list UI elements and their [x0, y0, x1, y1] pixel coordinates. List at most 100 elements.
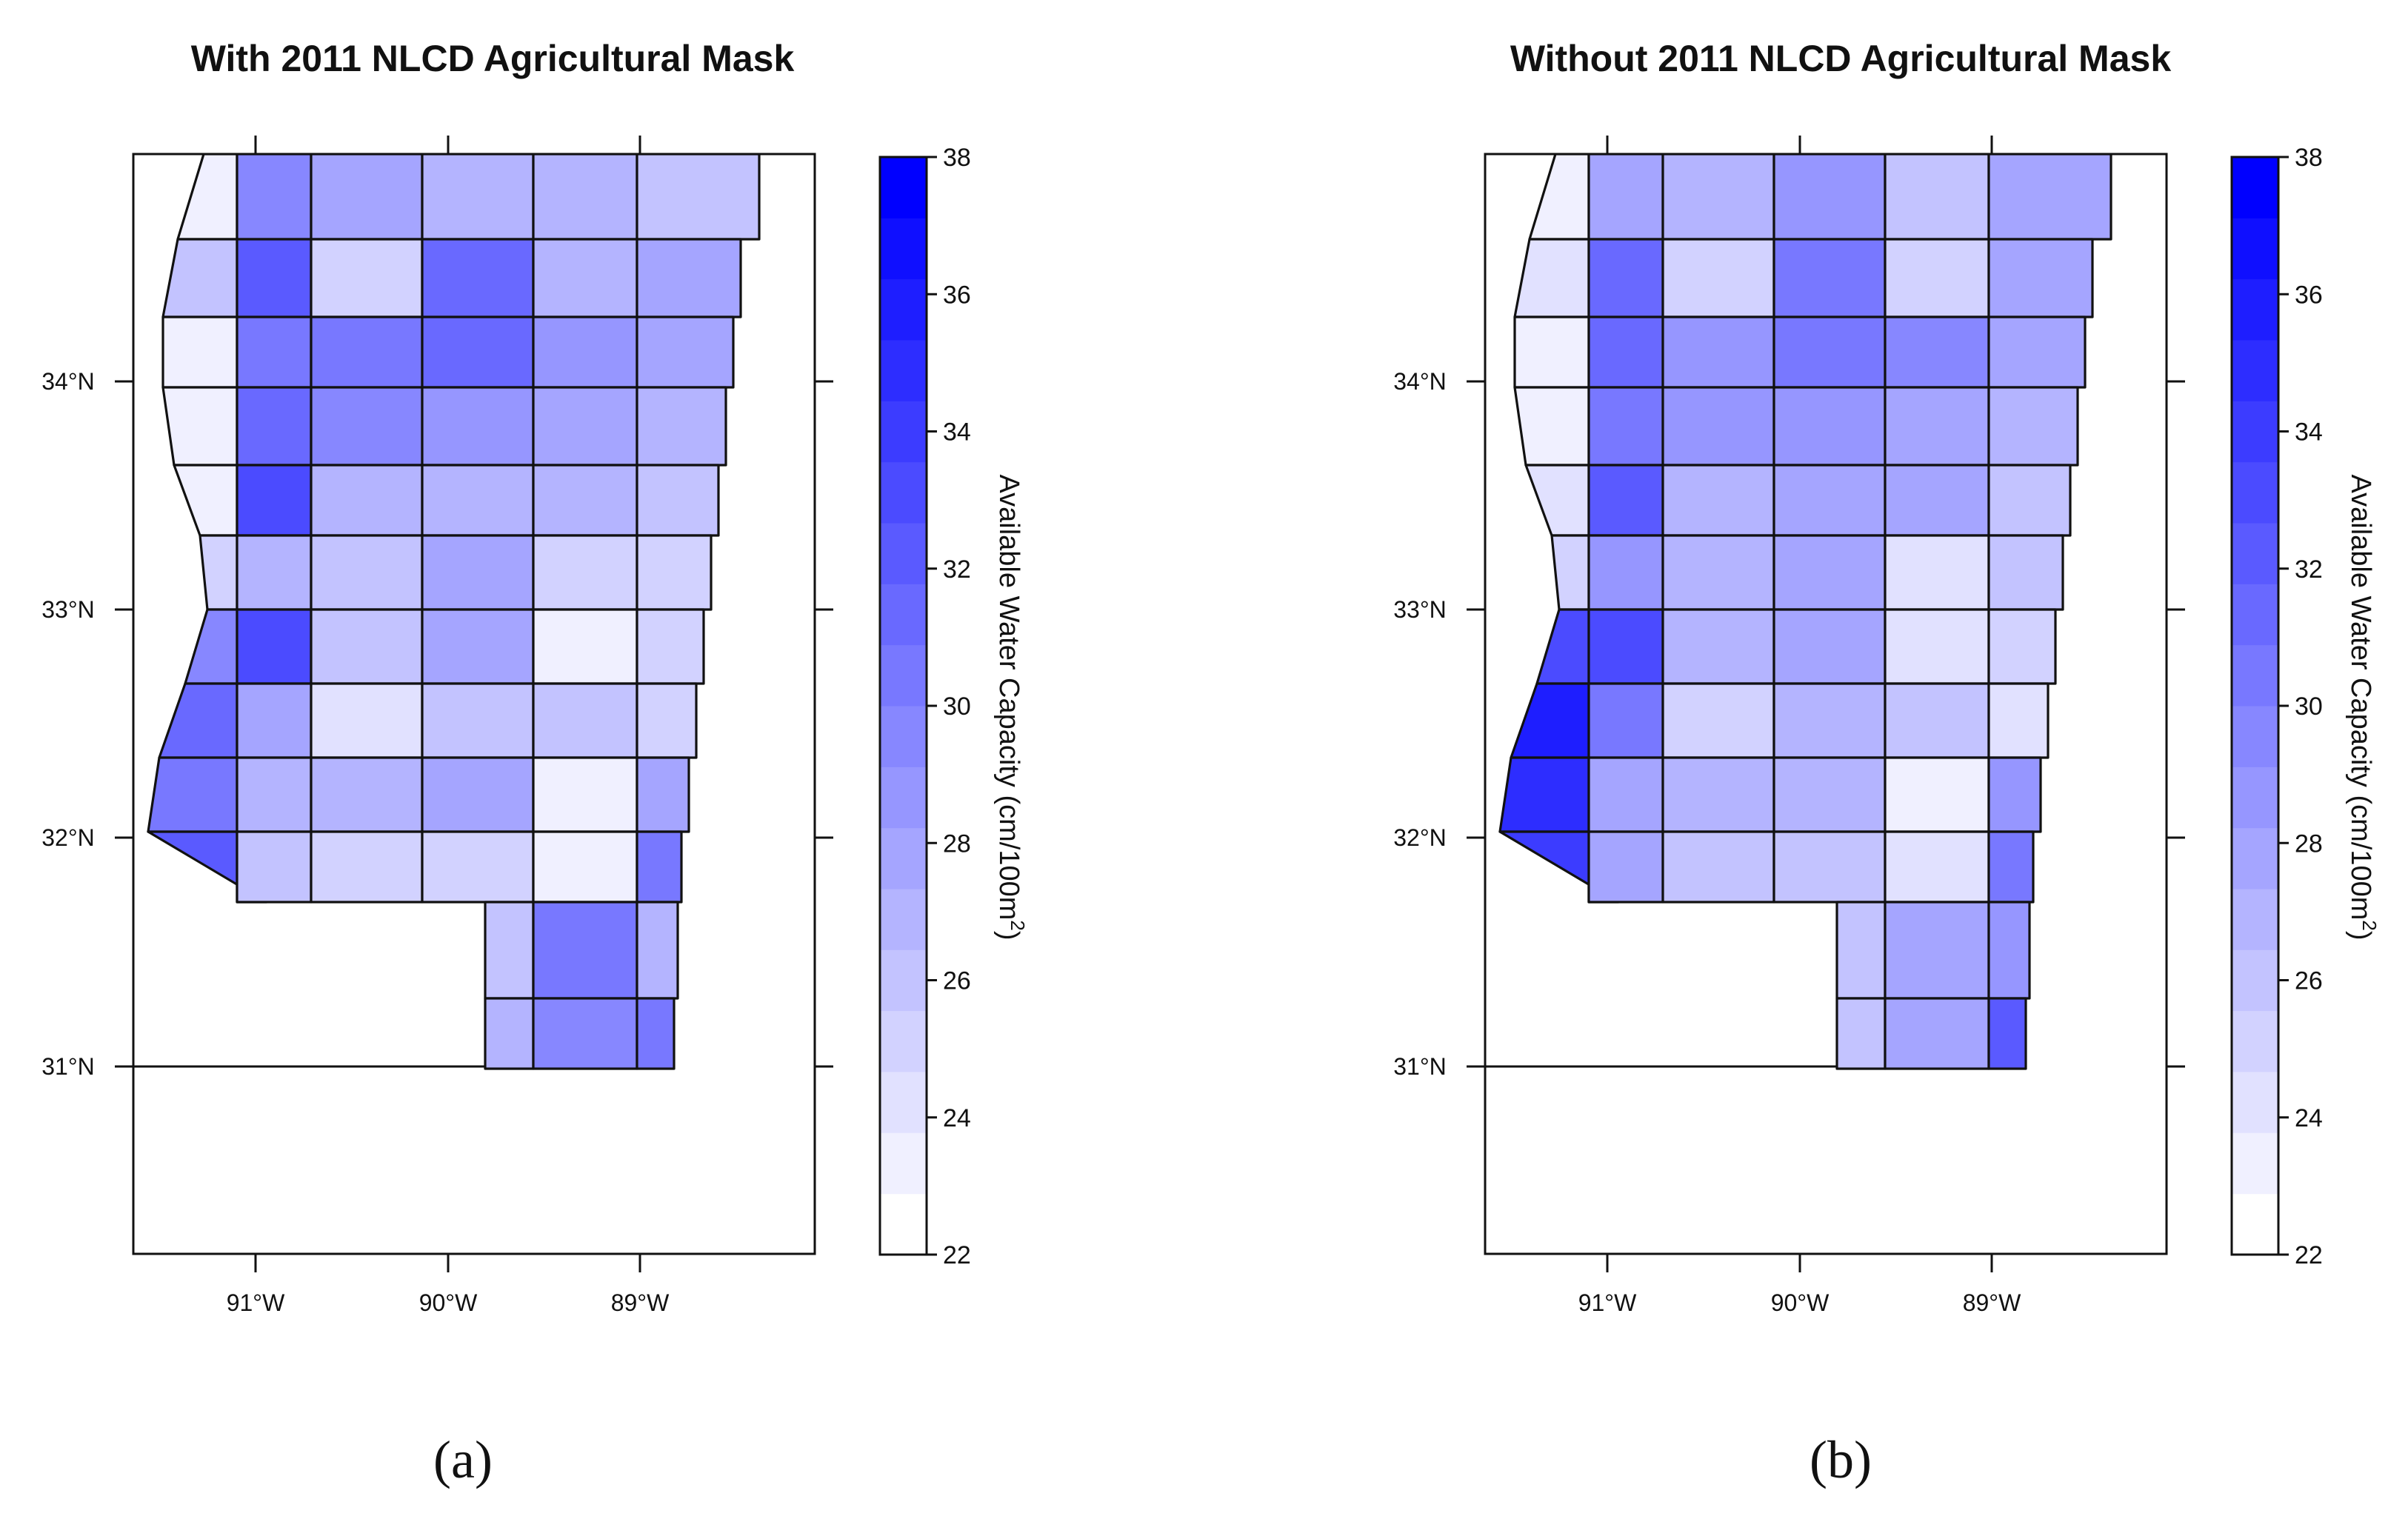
county-r3-c0 — [161, 386, 239, 467]
county-r10-c3 — [484, 901, 535, 1000]
county-r6-c3 — [1772, 608, 1887, 685]
colorbar-step — [2232, 949, 2278, 1012]
county-r7-c0 — [158, 682, 239, 759]
panel-a: With 2011 NLCD Agricultural Mask — [41, 38, 1029, 1489]
colorbar-step — [2232, 767, 2278, 829]
county-r8-c1 — [1587, 756, 1664, 833]
colorbar-step — [2232, 218, 2278, 280]
county-r4-c3 — [421, 464, 535, 537]
county-r4-c2 — [310, 464, 424, 537]
colorbar-step — [2232, 644, 2278, 707]
county-r5-c2 — [1661, 534, 1775, 611]
county-r4-c0 — [173, 464, 239, 537]
county-r0-c5 — [636, 154, 761, 241]
county-r0-c3 — [421, 154, 535, 241]
panel-b-colorbar-label-end: ) — [2345, 931, 2376, 941]
colorbar-tick-label: 28 — [2295, 829, 2323, 858]
county-r8-c1 — [236, 756, 313, 833]
county-r5-c5 — [636, 534, 713, 611]
county-r5-c5 — [1987, 534, 2064, 611]
county-r9-c5 — [1987, 830, 2035, 904]
county-r1-c2 — [310, 238, 424, 318]
colorbar-tick-label: 36 — [943, 281, 971, 309]
county-r3-c4 — [532, 386, 638, 467]
county-r2-c5 — [636, 316, 735, 389]
panel-a-lat-33: 33°N — [41, 596, 95, 623]
county-r2-c3 — [1772, 316, 1887, 389]
colorbar-step — [880, 278, 927, 341]
county-r7-c4 — [532, 682, 638, 759]
county-r6-c2 — [310, 608, 424, 685]
colorbar-tick-label: 38 — [943, 144, 971, 172]
panel-a-frame — [132, 153, 816, 1255]
county-r6-c4 — [1884, 608, 1990, 685]
panel-b-lon-91: 91°W — [1578, 1289, 1637, 1316]
county-r3-c1 — [1587, 386, 1664, 467]
county-r6-c4 — [532, 608, 638, 685]
county-r8-c3 — [1772, 756, 1887, 833]
county-r9-c3 — [1772, 830, 1887, 904]
county-r0-c2 — [1661, 154, 1775, 241]
county-r0-c5 — [1987, 154, 2112, 241]
county-r0-c1 — [1587, 154, 1664, 241]
county-r9-c5 — [636, 830, 683, 904]
county-r10-c3 — [1835, 901, 1887, 1000]
panel-a-ticks — [115, 136, 833, 1272]
panel-b-lon-89: 89°W — [1963, 1289, 2021, 1316]
county-r6-c3 — [421, 608, 535, 685]
county-r7-c2 — [310, 682, 424, 759]
panel-a-map: 34°N 33°N 32°N 31°N 91°W 90°W 89°W — [41, 136, 833, 1316]
colorbar-tick-label: 24 — [943, 1104, 971, 1132]
county-r4-c3 — [1772, 464, 1887, 537]
county-r2-c2 — [1661, 316, 1775, 389]
county-r6-c1 — [236, 608, 313, 685]
colorbar-step — [880, 827, 927, 889]
panel-b-colorbar-label: Available Water Capacity (cm/100m2) — [2345, 474, 2381, 940]
county-r3-c1 — [236, 386, 313, 467]
county-r1-c3 — [421, 238, 535, 318]
colorbar-step — [2232, 1193, 2278, 1255]
panel-b-frame — [1484, 153, 2168, 1255]
county-r5-c4 — [532, 534, 638, 611]
county-r5-c0 — [199, 534, 239, 611]
colorbar-step — [2232, 584, 2278, 646]
panel-b-colorbar-label-sup: 2 — [2358, 920, 2381, 930]
county-r10-c5 — [1987, 901, 2031, 1000]
county-r6-c2 — [1661, 608, 1775, 685]
county-r4-c1 — [236, 464, 313, 537]
panel-a-colorbar: 38 36 34 32 30 28 26 24 22 Available Water Capac… — [878, 144, 1029, 1269]
colorbar-step — [880, 340, 927, 401]
colorbar-tick-label: 22 — [2295, 1241, 2323, 1269]
county-r5-c3 — [1772, 534, 1887, 611]
county-r0-c0 — [176, 154, 239, 241]
colorbar-step — [880, 1010, 927, 1072]
colorbar-step — [880, 461, 927, 524]
panel-a-colorbar-label: Available Water Capacity (cm/100m2) — [993, 474, 1029, 940]
county-r9-c3 — [421, 830, 535, 904]
panel-a-colorbar-label-end: ) — [993, 931, 1024, 941]
colorbar-tick-label: 24 — [2295, 1104, 2323, 1132]
county-r6-c1 — [1587, 608, 1664, 685]
county-r1-c0 — [1513, 238, 1590, 318]
county-r8-c4 — [532, 756, 638, 833]
colorbar-step — [2232, 278, 2278, 341]
county-r8-c2 — [310, 756, 424, 833]
colorbar-step — [880, 401, 927, 463]
colorbar-tick-label: 22 — [943, 1241, 971, 1269]
panel-b-counties — [1485, 154, 2112, 1070]
colorbar-tick-label: 32 — [2295, 555, 2323, 584]
colorbar-tick-label: 34 — [943, 418, 971, 447]
county-r3-c5 — [1987, 386, 2079, 467]
county-r2-c0 — [1513, 316, 1590, 389]
county-r9-c4 — [1884, 830, 1990, 904]
county-r0-c2 — [310, 154, 424, 241]
colorbar-tick-label: 30 — [943, 692, 971, 721]
county-r8-c4 — [1884, 756, 1990, 833]
county-r6-c0 — [1535, 608, 1590, 685]
colorbar-step — [880, 1072, 927, 1133]
county-r2-c3 — [421, 316, 535, 389]
county-r4-c5 — [636, 464, 720, 537]
panel-a-lat-34: 34°N — [41, 368, 95, 395]
panel-b-colorbar: 38 36 34 32 30 28 26 24 22 Available Water Capac… — [2230, 144, 2381, 1269]
